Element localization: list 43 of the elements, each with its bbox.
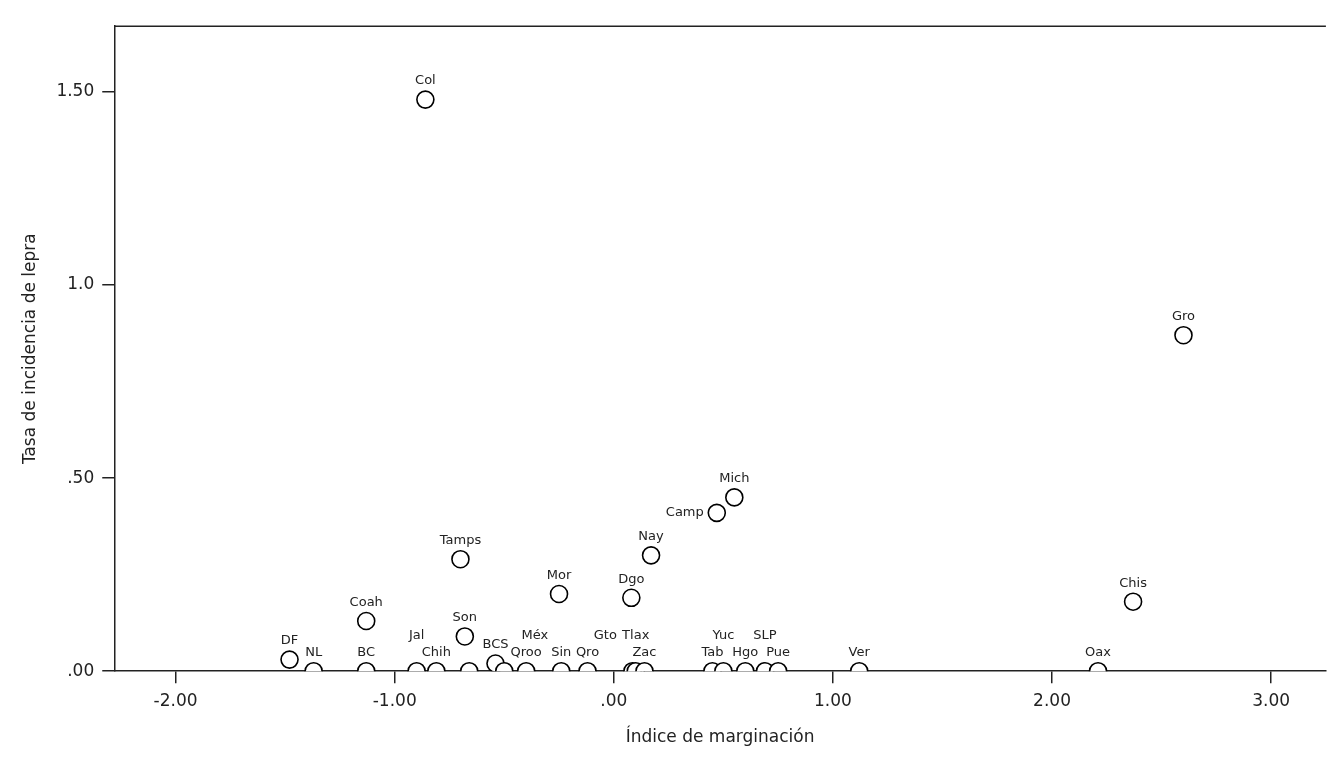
data-label: Qro [575, 644, 600, 660]
data-label: Pue [766, 644, 791, 660]
data-label: Tlax [621, 627, 650, 643]
y-tick-label: 1.50 [56, 80, 95, 101]
data-label: Tamps [438, 532, 482, 548]
data-label: BCS [482, 636, 509, 652]
data-label: Nay [638, 528, 665, 544]
x-tick-label: 1.00 [813, 689, 852, 710]
data-label: Gto [593, 627, 617, 643]
data-label: Son [452, 609, 478, 625]
data-label: Qroo [510, 644, 542, 660]
data-label: BC [357, 644, 376, 660]
data-label: Camp [665, 504, 704, 520]
data-label: Col [415, 72, 436, 88]
data-label: Mor [546, 566, 572, 582]
data-label: DF [280, 632, 299, 648]
data-label: Chis [1119, 574, 1148, 590]
data-label: Dgo [618, 570, 645, 586]
x-tick-label: 3.00 [1252, 689, 1291, 710]
data-label: SLP [753, 627, 777, 643]
x-tick-label: .00 [600, 689, 628, 710]
y-tick-label: 1.0 [67, 273, 95, 294]
data-label: Hgo [732, 644, 759, 660]
data-label: Yuc [711, 627, 735, 643]
y-tick-label: .00 [67, 659, 95, 680]
x-tick-label: -2.00 [153, 689, 198, 710]
data-label: Coah [349, 593, 383, 609]
data-label: NL [305, 644, 323, 660]
data-label: Jal [407, 627, 425, 643]
data-label: Chih [421, 644, 451, 660]
x-axis-title: Índice de marginación [625, 725, 815, 747]
x-tick-label: -1.00 [372, 689, 417, 710]
data-label: Sin [551, 644, 572, 660]
data-label: Oax [1085, 644, 1112, 660]
data-label: Zac [632, 644, 657, 660]
data-label: Ver [848, 644, 871, 660]
y-axis-title: Tasa de incidencia de lepra [18, 233, 39, 466]
data-label: Tab [700, 644, 724, 660]
x-tick-label: 2.00 [1033, 689, 1071, 710]
data-label: Gro [1171, 308, 1196, 324]
y-tick-label: .50 [67, 466, 95, 487]
data-label: Méx [521, 627, 549, 643]
data-label: Mich [719, 470, 750, 486]
